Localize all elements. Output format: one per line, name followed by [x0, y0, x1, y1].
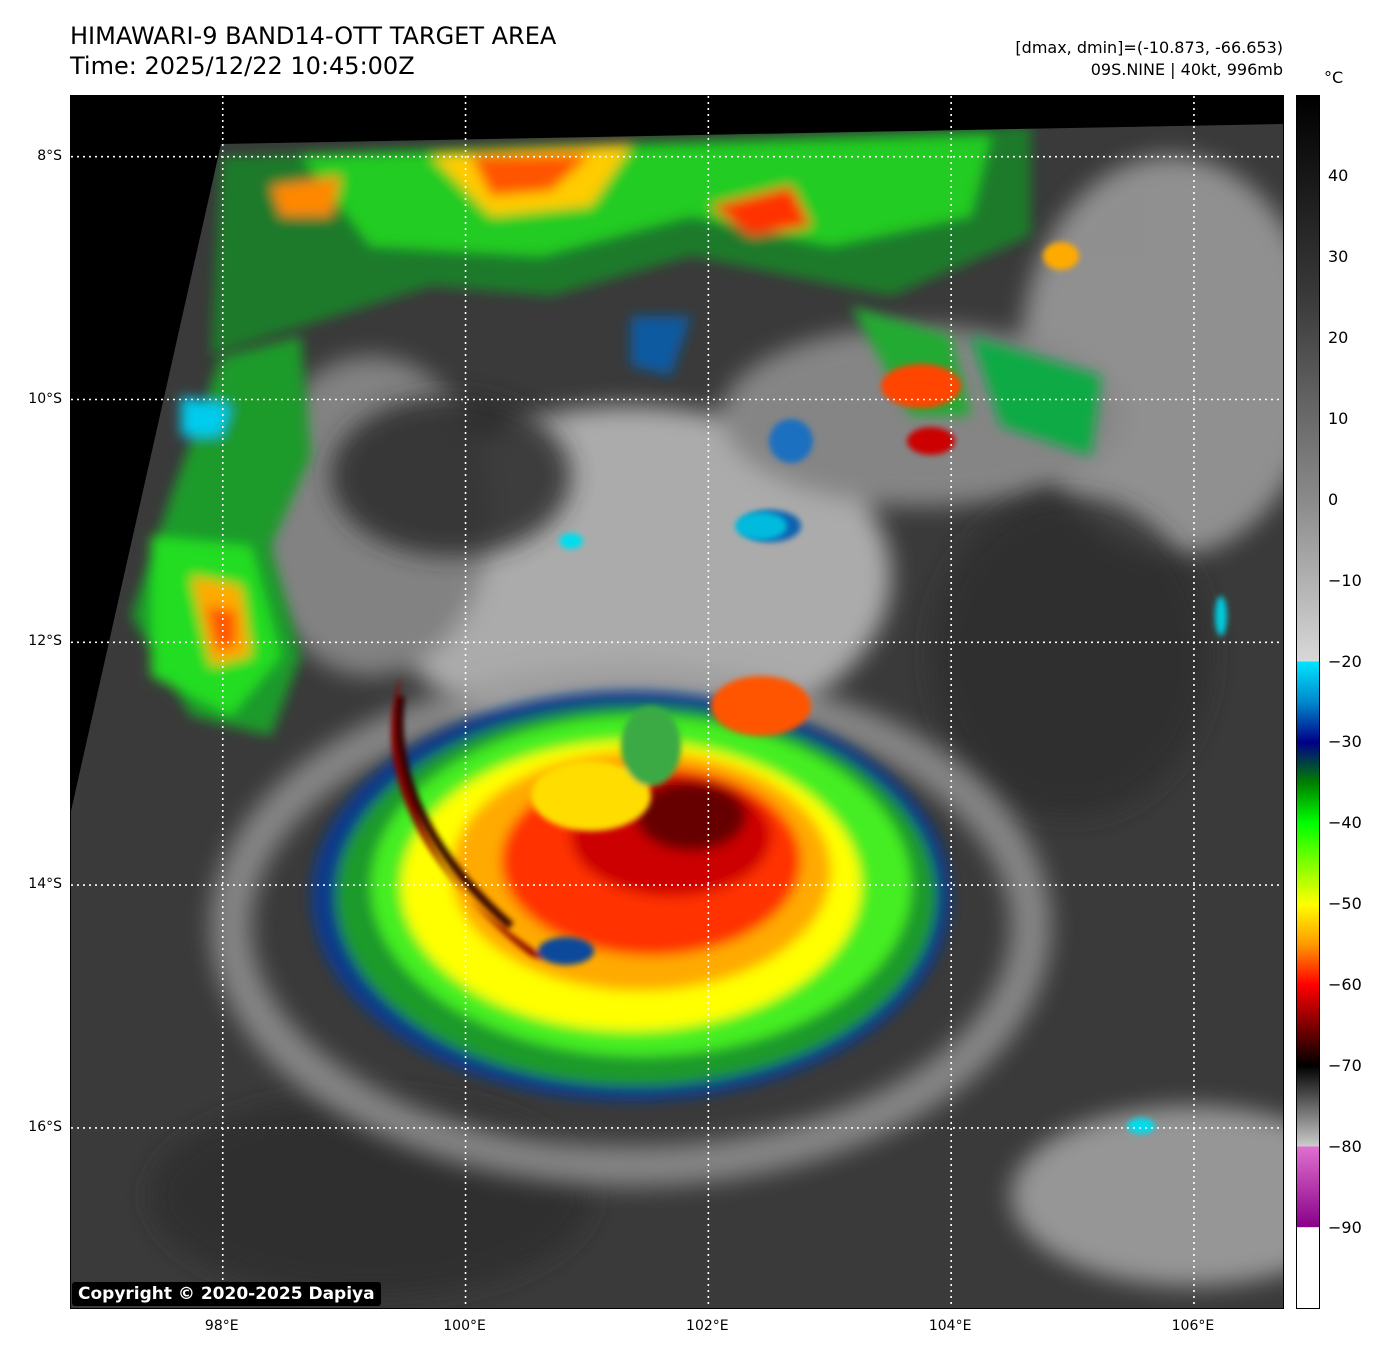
colorbar-tick-label: −20: [1328, 651, 1362, 671]
lat-label: 14°S: [28, 876, 62, 893]
lon-label: 98°E: [204, 1318, 239, 1334]
lat-label: 12°S: [28, 633, 62, 650]
colorbar-tick-label: −10: [1328, 570, 1362, 590]
colorbar-tick-label: −70: [1328, 1056, 1362, 1076]
satellite-map[interactable]: [70, 95, 1284, 1309]
lon-label: 104°E: [928, 1318, 972, 1334]
lon-label: 106°E: [1171, 1318, 1215, 1334]
colorbar-tick-label: 10: [1328, 408, 1349, 428]
lon-label: 102°E: [686, 1318, 729, 1334]
colorbar-tick-label: −30: [1328, 732, 1362, 752]
gridlines: [71, 96, 1283, 1308]
colorbar: [1296, 95, 1320, 1309]
colorbar-tick-label: −80: [1328, 1137, 1362, 1157]
data-swath: [71, 124, 1283, 1308]
copyright-notice: Copyright © 2020-2025 Dapiya: [72, 1282, 381, 1306]
title-line-1: HIMAWARI-9 BAND14-OTT TARGET AREA: [70, 22, 557, 50]
colorbar-tick-label: −90: [1328, 1218, 1362, 1238]
colorbar-tick-label: 20: [1328, 327, 1349, 347]
lat-label: 10°S: [28, 390, 62, 407]
colorbar-tick-label: 30: [1328, 246, 1349, 266]
colorbar-tick-label: −60: [1328, 975, 1362, 995]
colorbar-tick-label: 40: [1328, 165, 1349, 185]
storm-info: 09S.NINE | 40kt, 996mb: [1090, 60, 1283, 79]
colorbar-tick-label: −50: [1328, 894, 1362, 914]
lat-label: 16°S: [28, 1118, 62, 1135]
lat-label: 8°S: [37, 147, 62, 164]
satellite-image: [71, 96, 1283, 1308]
title-line-2: Time: 2025/12/22 10:45:00Z: [70, 52, 415, 80]
colorbar-tick-label: 0: [1328, 489, 1339, 509]
lon-label: 100°E: [443, 1318, 486, 1334]
dmax-dmin-readout: [dmax, dmin]=(-10.873, -66.653): [1015, 38, 1283, 57]
colorbar-unit: °C: [1324, 68, 1344, 87]
colorbar-tick-label: −40: [1328, 813, 1362, 833]
